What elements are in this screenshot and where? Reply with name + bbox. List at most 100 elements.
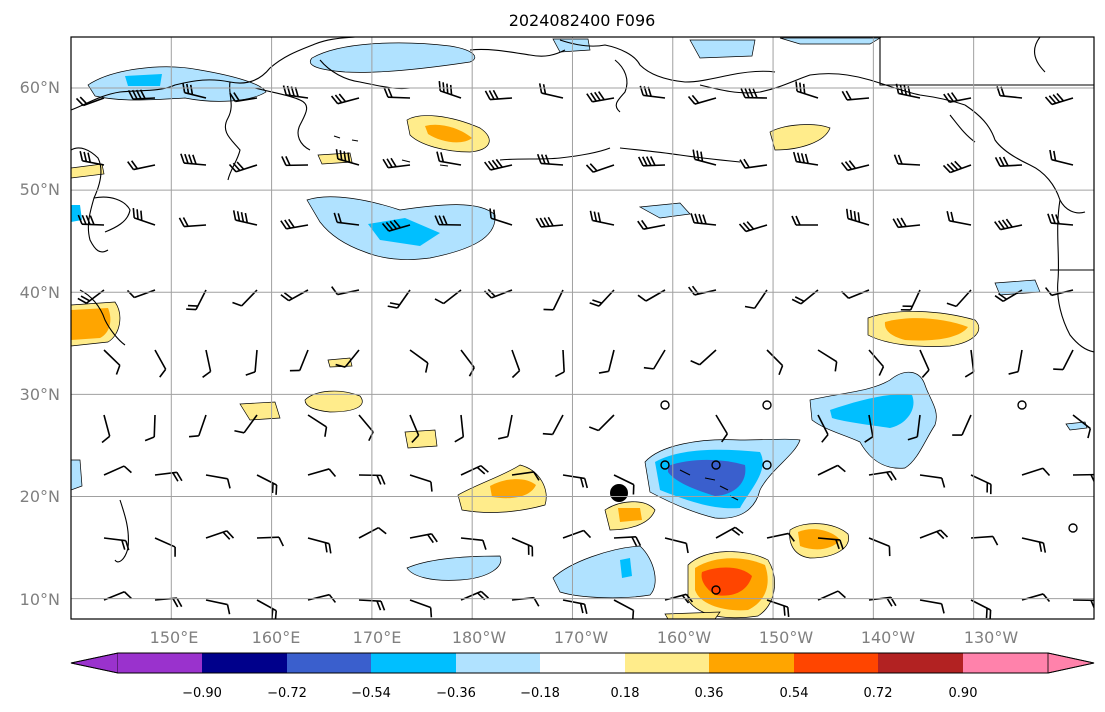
colorbar-cell bbox=[625, 653, 709, 673]
wind-barb bbox=[205, 474, 231, 489]
wind-barb bbox=[1049, 149, 1074, 166]
lat-label-60n: 60°N bbox=[20, 78, 60, 97]
colorbar-tick-label: 0.36 bbox=[695, 686, 724, 701]
wind-barb bbox=[868, 349, 885, 376]
wind-barb bbox=[511, 349, 521, 379]
wind-barb bbox=[1072, 473, 1094, 484]
colorbar-cell bbox=[287, 653, 371, 673]
wind-barb bbox=[498, 414, 513, 440]
wind-barb bbox=[409, 599, 433, 618]
wind-barb bbox=[77, 214, 105, 226]
colorbar-cell bbox=[202, 653, 287, 673]
wind-barb bbox=[893, 154, 921, 166]
wind-barb bbox=[1008, 349, 1023, 375]
wind-barb bbox=[460, 464, 489, 476]
wind-barb bbox=[232, 210, 258, 226]
wind-barb bbox=[817, 349, 838, 372]
wind-barb bbox=[256, 474, 278, 495]
wind-barb bbox=[562, 474, 589, 489]
wind-barb bbox=[103, 349, 121, 375]
wind-barb bbox=[127, 160, 156, 171]
wind-barb bbox=[289, 349, 309, 372]
wind-barb bbox=[795, 81, 819, 99]
calm-wind-marker bbox=[711, 585, 721, 595]
wind-barb bbox=[613, 474, 635, 495]
wind-barb bbox=[202, 349, 212, 378]
wind-barb bbox=[127, 89, 156, 100]
storm-center-marker bbox=[610, 484, 628, 502]
wind-barb bbox=[942, 160, 972, 174]
wind-barb bbox=[1044, 92, 1074, 106]
wind-barb bbox=[229, 92, 258, 103]
wind-barb bbox=[792, 151, 819, 166]
lon-label-130w: 130°W bbox=[964, 628, 1019, 647]
wind-barb bbox=[613, 536, 642, 547]
wind-barb bbox=[154, 471, 183, 482]
wind-barb bbox=[484, 89, 513, 101]
colorbar-cell bbox=[963, 653, 1048, 673]
lat-label-20n: 20°N bbox=[20, 487, 60, 506]
figure-title: 2024082400 F096 bbox=[509, 11, 656, 30]
wind-barb bbox=[690, 349, 717, 366]
wind-barb bbox=[919, 529, 949, 540]
map-area bbox=[71, 37, 1094, 619]
colorbar-tick-label: 0.54 bbox=[780, 686, 809, 701]
wind-barb bbox=[817, 537, 844, 550]
calm-wind-marker bbox=[1017, 400, 1027, 410]
wind-barb bbox=[535, 216, 564, 228]
wind-barb bbox=[281, 156, 309, 167]
colorbar-cell bbox=[878, 653, 963, 673]
wind-barb bbox=[234, 414, 258, 434]
wind-barb bbox=[186, 289, 207, 311]
wind-barb bbox=[358, 474, 386, 485]
wind-barb bbox=[132, 207, 156, 226]
wind-barb bbox=[511, 537, 534, 557]
colorbar-cell bbox=[540, 653, 625, 673]
colorbar-tick-label: −0.90 bbox=[182, 686, 222, 701]
wind-barb bbox=[766, 532, 795, 542]
wind-barb bbox=[358, 599, 386, 611]
wind-barb bbox=[864, 414, 874, 443]
wind-barb bbox=[1021, 467, 1051, 477]
wind-barb bbox=[434, 215, 462, 226]
lon-label-150e: 150°E bbox=[150, 628, 199, 647]
wind-barb bbox=[817, 464, 846, 476]
lat-label-50n: 50°N bbox=[20, 180, 60, 199]
wind-barb bbox=[585, 163, 615, 173]
wind-barb bbox=[75, 96, 105, 107]
wind-barb bbox=[126, 289, 156, 299]
colorbar-outline bbox=[70, 652, 1095, 674]
wind-barb bbox=[381, 219, 411, 232]
wind-barb bbox=[555, 349, 565, 378]
wind-barb bbox=[180, 153, 207, 166]
wind-barb bbox=[598, 349, 615, 374]
calm-wind-marker bbox=[762, 460, 772, 470]
lat-label-30n: 30°N bbox=[20, 385, 60, 404]
wind-barb bbox=[766, 349, 784, 376]
wind-barb bbox=[307, 414, 328, 437]
wind-barb bbox=[868, 537, 891, 557]
wind-barb bbox=[103, 465, 132, 476]
negative-anomaly-region bbox=[310, 42, 476, 73]
wind-barb bbox=[1072, 599, 1094, 610]
wind-barb bbox=[586, 91, 615, 103]
wind-barb bbox=[1053, 349, 1074, 371]
wind-barb bbox=[970, 599, 992, 619]
wind-barb bbox=[994, 218, 1023, 231]
wind-barb bbox=[919, 474, 946, 488]
lon-label-150w: 150°W bbox=[759, 628, 814, 647]
wind-barb bbox=[664, 537, 689, 554]
wind-barb bbox=[205, 599, 231, 615]
wind-barb bbox=[307, 537, 332, 554]
map-frame bbox=[70, 36, 1095, 620]
wind-barb bbox=[919, 599, 945, 614]
colorbar-cell bbox=[794, 653, 878, 673]
wind-barb bbox=[101, 414, 111, 444]
longitude-labels: 150°E 160°E 170°E 180°W 170°W 160°W 150°… bbox=[150, 628, 1019, 647]
colorbar-cell bbox=[709, 653, 794, 673]
wind-barb bbox=[409, 474, 433, 492]
wind-barb bbox=[946, 211, 972, 226]
wind-barb bbox=[228, 161, 258, 173]
wind-barb bbox=[542, 414, 564, 436]
wind-barb bbox=[188, 414, 207, 438]
